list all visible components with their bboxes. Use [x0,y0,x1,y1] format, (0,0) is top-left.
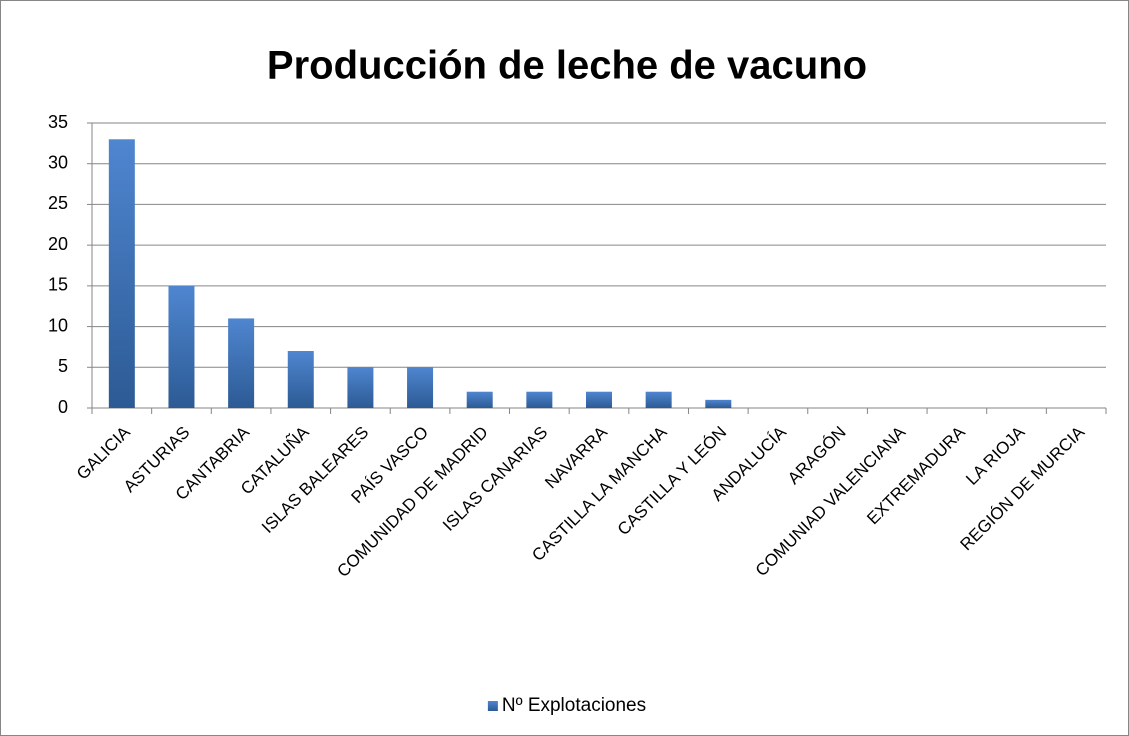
legend: Nº Explotaciones [487,695,646,716]
bar [705,399,732,408]
bar [228,318,255,408]
y-tick-label: 10 [48,315,68,335]
bar [347,367,374,408]
bar [168,285,195,408]
y-tick-label: 30 [48,152,68,172]
legend-swatch [487,701,498,711]
chart-title: Producción de leche de vacuno [267,44,867,88]
bar [526,391,553,408]
y-tick-label: 0 [58,397,68,417]
y-tick-label: 15 [48,275,68,295]
bar [645,391,672,408]
bar [407,367,434,408]
bar [108,139,135,409]
y-tick-label: 35 [48,112,68,132]
legend-label: Nº Explotaciones [502,695,646,716]
y-tick-label: 20 [48,234,68,254]
bar [586,391,612,408]
bar [287,351,314,408]
bar [466,391,493,408]
y-tick-label: 25 [48,193,68,213]
y-tick-label: 5 [58,356,68,376]
